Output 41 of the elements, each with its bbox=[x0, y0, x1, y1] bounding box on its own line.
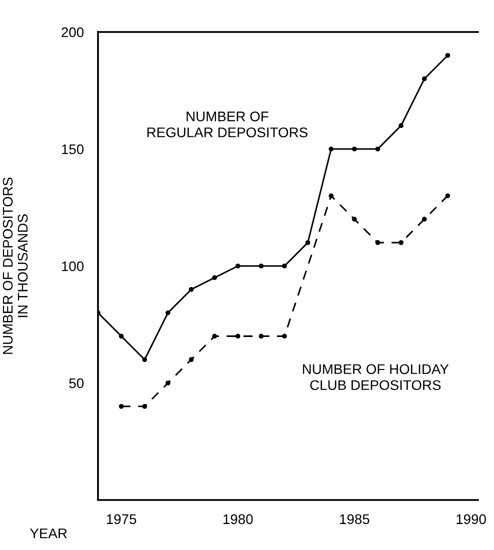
point bbox=[142, 357, 148, 362]
point bbox=[445, 193, 450, 198]
point bbox=[258, 334, 264, 339]
point bbox=[445, 52, 450, 58]
text: NUMBER OF HOLIDAY CLUB DEPOSITORS bbox=[302, 364, 449, 390]
point bbox=[398, 123, 404, 128]
y-tick-label: 150 bbox=[62, 144, 84, 154]
x-tick-label: 1975 bbox=[106, 514, 136, 524]
point bbox=[422, 76, 427, 82]
y-tick-label: 50 bbox=[69, 378, 84, 388]
point bbox=[118, 404, 124, 409]
point bbox=[235, 264, 240, 268]
point bbox=[422, 216, 427, 222]
y-axis-title: NUMBER OF DEPOSITORS IN THOUSANDS bbox=[2, 178, 28, 354]
point bbox=[328, 193, 334, 198]
x-tick-label: 1980 bbox=[223, 514, 253, 524]
point bbox=[142, 404, 148, 409]
x-tick-label: 1985 bbox=[340, 514, 370, 524]
point bbox=[398, 240, 404, 246]
point bbox=[212, 334, 217, 339]
point bbox=[375, 146, 380, 152]
point bbox=[352, 146, 357, 152]
point bbox=[212, 275, 217, 280]
point bbox=[282, 334, 287, 339]
x-axis-title: YEAR bbox=[30, 528, 67, 538]
y-tick-label: 100 bbox=[62, 261, 84, 272]
point bbox=[352, 216, 357, 222]
y-tick-label: 200 bbox=[62, 27, 84, 38]
point bbox=[166, 310, 170, 316]
point bbox=[235, 334, 240, 339]
series-label: NUMBER OF REGULAR DEPOSITORS bbox=[147, 112, 308, 138]
point bbox=[258, 264, 264, 268]
point bbox=[282, 264, 287, 268]
point bbox=[188, 286, 194, 292]
point bbox=[188, 357, 194, 362]
point bbox=[118, 334, 124, 339]
x-tick-label: 1990 bbox=[456, 514, 486, 524]
point bbox=[328, 146, 334, 152]
point bbox=[305, 240, 310, 246]
point bbox=[166, 380, 170, 386]
point bbox=[375, 240, 380, 246]
